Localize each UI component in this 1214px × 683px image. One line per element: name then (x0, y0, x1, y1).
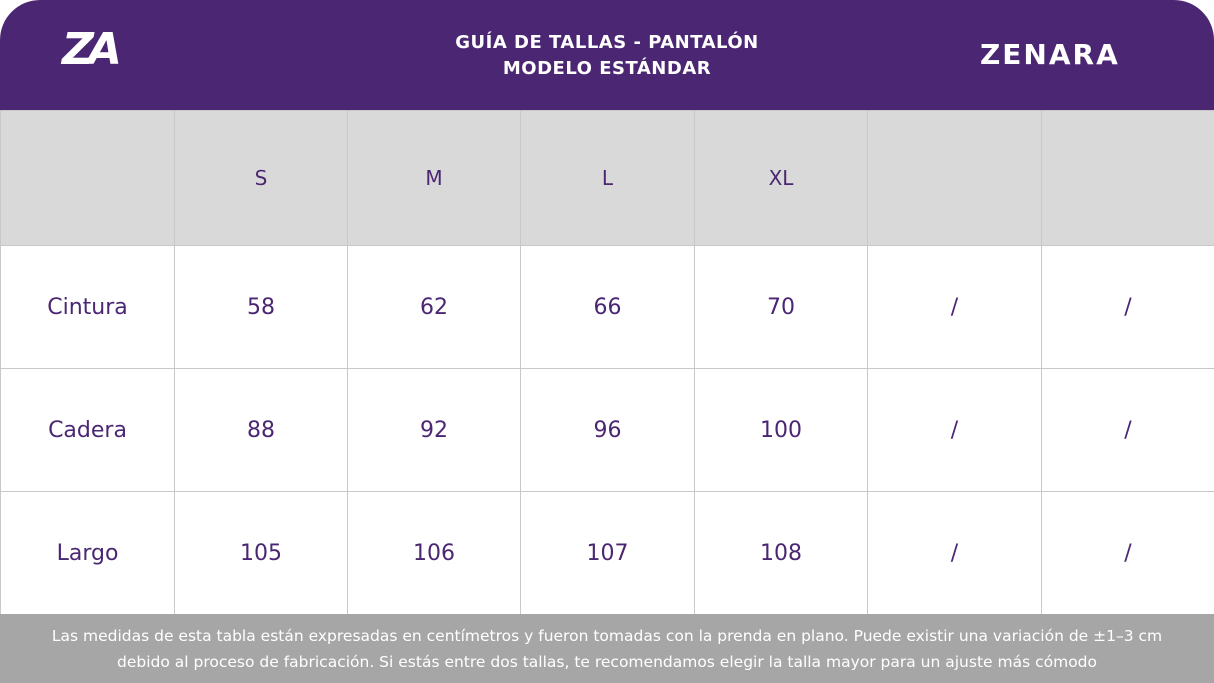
column-header: XL (694, 110, 868, 246)
table-cell: 92 (347, 368, 521, 492)
column-header: L (520, 110, 695, 246)
table-cell: / (1041, 368, 1214, 492)
table-cell: / (867, 491, 1042, 615)
table-cell: / (867, 368, 1042, 492)
table-cell: 100 (694, 368, 868, 492)
column-header (0, 110, 175, 246)
column-header: M (347, 110, 521, 246)
column-header: S (174, 110, 348, 246)
table-cell: 96 (520, 368, 695, 492)
logo: ZA (62, 24, 122, 75)
row-label: Cadera (0, 368, 175, 492)
table-cell: / (1041, 491, 1214, 615)
table-cell: 66 (520, 245, 695, 369)
header-bar: ZA GUÍA DE TALLAS - PANTALÓN MODELO ESTÁ… (0, 0, 1214, 110)
table-cell: / (1041, 245, 1214, 369)
title-line: MODELO ESTÁNDAR (502, 58, 712, 79)
title: GUÍA DE TALLAS - PANTALÓN MODELO ESTÁNDA… (357, 30, 857, 82)
table-cell: 105 (174, 491, 348, 615)
table-cell: 62 (347, 245, 521, 369)
row-label: Cintura (0, 245, 175, 369)
table-cell: 58 (174, 245, 348, 369)
title-line: GUÍA DE TALLAS - PANTALÓN (455, 32, 759, 53)
column-header (867, 110, 1042, 246)
brand: ZENARA (980, 38, 1120, 71)
table-cell: 107 (520, 491, 695, 615)
footnote: Las medidas de esta tabla están expresad… (0, 614, 1214, 683)
table-cell: 88 (174, 368, 348, 492)
table-cell: 70 (694, 245, 868, 369)
column-header (1041, 110, 1214, 246)
footnote-line: Las medidas de esta tabla están expresad… (51, 627, 1163, 645)
table-cell: 106 (347, 491, 521, 615)
table-cell: / (867, 245, 1042, 369)
footnote-line: debido al proceso de fabricación. Si est… (117, 653, 1097, 671)
table-cell: 108 (694, 491, 868, 615)
row-label: Largo (0, 491, 175, 615)
